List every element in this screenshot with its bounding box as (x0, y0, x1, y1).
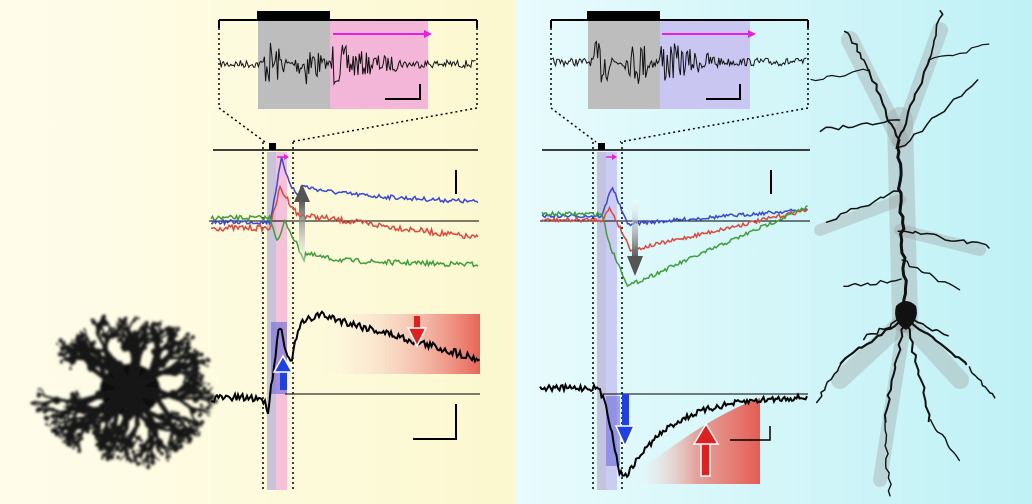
right-blue-arrow-down (614, 394, 636, 448)
left-panel (30, 11, 481, 490)
left-stim-pulse (269, 143, 276, 150)
left-red-arrow-down (406, 316, 428, 348)
right-gray-band (597, 152, 606, 490)
right-trace-black (539, 382, 808, 479)
right-stim-pulse (598, 143, 605, 150)
left-zoom-connectors (218, 28, 478, 490)
right-gray-arrow (627, 200, 643, 276)
right-blue-highlight (606, 396, 620, 466)
right-zoom-trace (551, 40, 807, 84)
left-trace-black (210, 310, 481, 415)
right-stimulus-bar (587, 11, 660, 21)
left-gray-arrow (294, 184, 310, 264)
right-bottom-scale-bar (730, 426, 771, 441)
left-stimulus-bar (257, 11, 330, 21)
left-pink-band (276, 152, 287, 490)
right-lavender-band (606, 152, 617, 490)
left-trace-blue (210, 157, 479, 227)
right-trace-red (541, 205, 809, 252)
right-trace-green (541, 205, 808, 288)
left-red-gradient-region (312, 314, 480, 374)
left-trace-red (210, 184, 479, 240)
right-zoom-scale-bar (706, 84, 741, 100)
left-bottom-scale-bar (413, 404, 457, 440)
astrocyte-image (30, 314, 218, 470)
left-zoom-inset (218, 11, 478, 109)
left-zoom-trace (219, 42, 476, 86)
right-zoom-inset (550, 11, 809, 109)
left-blue-arrow-up (272, 354, 294, 390)
pyramidal-neuron-image (810, 10, 996, 497)
right-trace-blue (541, 186, 808, 227)
right-red-arrow-up (692, 422, 720, 477)
left-trace-green (210, 213, 479, 268)
right-zoom-gray-region (588, 21, 660, 109)
right-panel (539, 10, 996, 497)
left-gray-band (267, 152, 276, 490)
left-zoom-scale-bar (385, 84, 421, 100)
